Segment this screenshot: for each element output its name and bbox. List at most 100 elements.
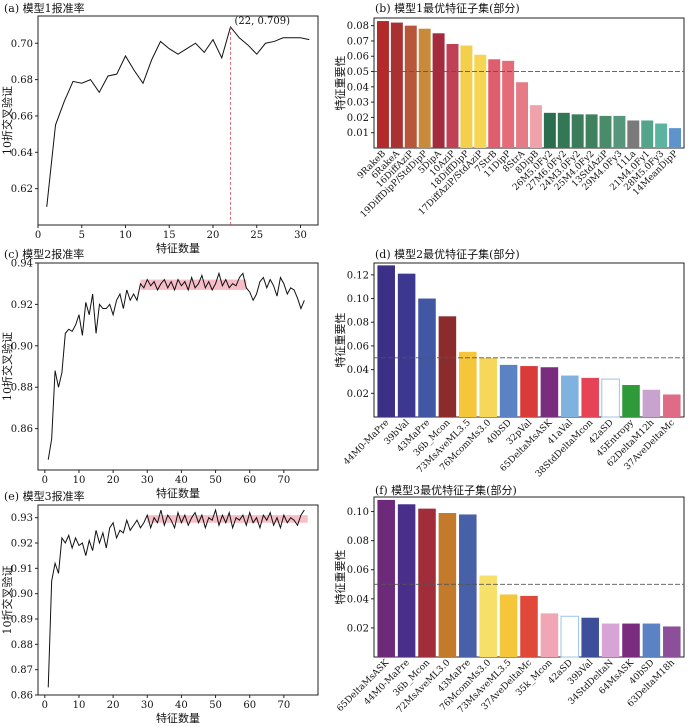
x-tick-label: 50	[209, 475, 222, 486]
y-axis-label: 10折交叉验证	[0, 86, 14, 155]
bar-19DiffDipP/StdDipP	[418, 28, 431, 148]
bar-21M4.0Fy1	[641, 120, 654, 148]
y-tick-label: 0.88	[11, 383, 33, 394]
bar-72MsAveML3.0	[438, 513, 457, 657]
x-tick-label: 10	[73, 475, 86, 486]
bar-34StdDeltaN	[601, 623, 620, 657]
y-axis-label: 特征重要性	[333, 56, 347, 111]
x-tick-label: 0	[42, 700, 48, 711]
chart-c: 0 10 20 30 40 50 60 70 0.86 0.88 0.90 0.92 0.94 特征数量 1…	[0, 259, 319, 500]
y-tick-label: 0.06	[347, 341, 369, 352]
y-tick-label: 0.87	[11, 665, 33, 676]
bar-13StdAziP	[599, 115, 612, 148]
x-tick-label: 40	[175, 475, 188, 486]
bar-10AziP	[446, 44, 459, 148]
y-tick-label: 0.02	[347, 389, 369, 400]
plot-frame	[37, 15, 319, 226]
plot-frame	[37, 262, 319, 471]
bar-6RakeA	[390, 22, 403, 149]
x-tick-label: 60	[243, 475, 256, 486]
bar-11La	[627, 120, 640, 148]
annotation-label: (22, 0.709)	[235, 16, 291, 27]
x-tick-label: 70	[277, 700, 290, 711]
y-tick-label: 0.04	[347, 82, 369, 93]
bar-24M3.0Fy2	[571, 114, 584, 148]
y-tick-label: 0.93	[11, 513, 33, 524]
bar-38StdDeltaMcon	[581, 377, 599, 417]
x-tick-label: 0	[42, 475, 48, 486]
bar-36b_Mcon	[418, 508, 436, 657]
chart-title-d: (d) 模型2最优特征子集(部分)	[375, 247, 520, 261]
x-tick-label: 60	[243, 700, 256, 711]
bar-5DipA	[432, 33, 445, 149]
x-tick-label: 30	[141, 475, 154, 486]
bar-28M5.0Fy3	[655, 123, 668, 148]
bar-29M4.0Fy3	[613, 115, 626, 148]
bar-40bSD	[642, 623, 661, 657]
y-tick-label: 0.04	[347, 365, 369, 376]
bar-63DeltaM18h	[663, 626, 681, 657]
y-axis-label: 10折交叉验证	[0, 566, 14, 635]
y-tick-label: 0.05	[347, 67, 369, 78]
y-tick-label: 0.89	[11, 615, 33, 626]
x-tick-label: 40	[175, 700, 188, 711]
y-tick-label: 0.94	[11, 259, 33, 270]
accuracy-line	[46, 25, 310, 207]
bar-45Entropy	[622, 385, 640, 417]
y-tick-label: 0.10	[347, 294, 369, 305]
y-axis-label: 特征重要性	[333, 313, 347, 368]
bar-14MeanDipP	[669, 128, 682, 148]
y-tick-label: 0.08	[347, 536, 369, 547]
bar-36b_Mcon	[438, 316, 457, 417]
chart-e: 0 10 20 30 40 50 60 70 0.86 0.87 0.88 0.89 0.90 0.91 0…	[0, 504, 319, 725]
y-tick-label: 0.91	[11, 564, 33, 575]
x-tick-label: 15	[163, 230, 176, 241]
bar-62DeltaM12h	[642, 389, 661, 417]
bar-18DiffDipP	[460, 45, 473, 148]
bar-41aVal	[561, 375, 579, 417]
chart-title-f: (f) 模型3最优特征子集(部分)	[375, 483, 517, 497]
bar-43MaPre	[459, 514, 477, 657]
bar-8StrA	[516, 82, 529, 148]
bar-65DeltaMsASK	[540, 367, 559, 417]
x-axis-label: 特征数量	[156, 486, 200, 500]
x-tick-label: 25	[250, 230, 263, 241]
y-axis-label: 特征重要性	[333, 550, 347, 605]
bar-65DeltaMsASK	[377, 499, 395, 657]
y-tick-label: 0.07	[347, 36, 369, 47]
bar-26M5.0Fy2	[543, 112, 556, 148]
x-tick-label: 70	[277, 475, 290, 486]
y-tick-label: 0.62	[11, 184, 33, 195]
chart-title-b: (b) 模型1最优特征子集(部分)	[375, 1, 520, 15]
y-tick-label: 0.66	[11, 111, 33, 122]
y-tick-label: 0.92	[11, 539, 33, 550]
y-axis-label: 10折交叉验证	[0, 332, 14, 401]
chart-f: 0.020.040.060.080.10特征重要性65DeltaMsASK44M…	[333, 496, 685, 716]
chart-title-a: (a) 模型1报准率	[4, 1, 85, 15]
x-tick-label: 20	[207, 230, 220, 241]
y-tick-label: 0.08	[347, 318, 369, 329]
y-tick-label: 0.70	[11, 39, 33, 50]
bar-27M6.0Fy2	[557, 112, 570, 148]
x-tick-label: 20	[107, 700, 120, 711]
bar-44M0-MaPre	[377, 265, 395, 417]
chart-d: 0.020.040.060.080.100.12特征重要性44M0-MaPre3…	[333, 262, 685, 479]
y-tick-label: 0.90	[11, 341, 33, 352]
bar-17DiffAziP/StdAziP	[474, 54, 487, 148]
x-tick-label: 30	[141, 700, 154, 711]
bar-37AveDeltaMc	[520, 595, 538, 657]
accuracy-line	[47, 271, 305, 460]
y-tick-label: 0.02	[347, 113, 369, 124]
y-tick-label: 0.04	[347, 594, 369, 605]
y-tick-label: 0.86	[11, 691, 33, 702]
x-tick-label: 20	[107, 475, 120, 486]
chart-title-c: (c) 模型2报准率	[4, 247, 84, 261]
bar-35k_Mcon	[540, 613, 559, 657]
bar-9RakeB	[376, 21, 389, 148]
x-axis-label: 特征数量	[156, 241, 200, 255]
bar-44M0-MaPre	[397, 504, 416, 657]
y-tick-label: 0.03	[347, 98, 369, 109]
bar-42aSD	[601, 378, 620, 418]
y-tick-label: 0.68	[11, 75, 33, 86]
